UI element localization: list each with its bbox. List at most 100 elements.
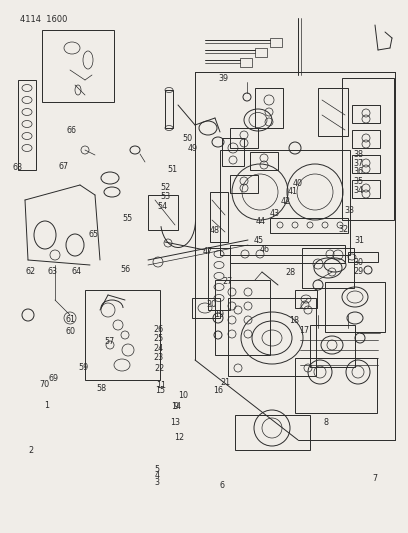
Bar	[295, 290, 317, 308]
Text: 46: 46	[259, 245, 269, 254]
Text: 3: 3	[155, 478, 160, 487]
Bar	[342, 78, 394, 220]
Text: 4114  1600: 4114 1600	[20, 15, 67, 24]
Text: 8: 8	[324, 418, 329, 426]
Bar	[352, 105, 380, 123]
Text: 1: 1	[44, 401, 49, 409]
Text: 47: 47	[202, 247, 212, 256]
Text: 35: 35	[353, 177, 363, 185]
Bar	[165, 90, 173, 128]
Text: 50: 50	[183, 134, 193, 143]
Text: 65: 65	[89, 230, 99, 239]
Text: 48: 48	[209, 226, 219, 235]
Text: 20: 20	[206, 301, 216, 309]
Text: 45: 45	[254, 237, 264, 245]
Text: 52: 52	[160, 183, 171, 192]
Bar	[230, 245, 345, 263]
Bar	[302, 248, 354, 288]
Text: 36: 36	[353, 167, 363, 176]
Text: 62: 62	[26, 268, 35, 276]
Bar	[318, 88, 348, 136]
Text: 57: 57	[104, 337, 115, 345]
Text: 61: 61	[65, 316, 75, 324]
Text: 25: 25	[153, 335, 164, 343]
Text: 31: 31	[354, 237, 364, 245]
Text: 4: 4	[155, 472, 160, 480]
Text: 64: 64	[72, 268, 82, 276]
Text: 33: 33	[344, 206, 354, 215]
Text: 29: 29	[353, 268, 364, 276]
Text: 24: 24	[153, 344, 163, 352]
Text: 7: 7	[373, 474, 378, 483]
Bar	[210, 192, 228, 242]
Text: 6: 6	[220, 481, 225, 489]
Bar	[250, 152, 278, 170]
Bar	[325, 282, 385, 332]
Bar	[230, 175, 258, 193]
Text: 5: 5	[155, 465, 160, 474]
Text: 70: 70	[39, 381, 49, 389]
Text: 30: 30	[353, 259, 363, 267]
Text: 66: 66	[67, 126, 76, 135]
Text: 22: 22	[154, 365, 164, 373]
Text: 63: 63	[47, 268, 57, 276]
Bar	[208, 248, 230, 310]
Text: 67: 67	[58, 162, 68, 171]
Text: 68: 68	[12, 164, 22, 172]
Bar	[352, 155, 380, 173]
Text: 37: 37	[353, 159, 363, 167]
Bar	[85, 290, 160, 380]
Text: 69: 69	[49, 374, 59, 383]
Text: 18: 18	[289, 317, 299, 325]
Bar	[42, 30, 114, 102]
Bar	[235, 415, 310, 450]
Text: 19: 19	[215, 310, 224, 319]
Text: 44: 44	[256, 217, 266, 225]
Text: 13: 13	[171, 418, 180, 426]
Bar	[240, 58, 252, 67]
Text: 17: 17	[299, 326, 309, 335]
Bar	[352, 180, 380, 198]
Text: 14: 14	[171, 402, 181, 411]
Text: 27: 27	[222, 277, 233, 286]
Text: 49: 49	[188, 144, 197, 152]
Text: 38: 38	[353, 150, 363, 159]
Text: 11: 11	[156, 381, 166, 390]
Text: 40: 40	[293, 180, 303, 188]
Bar	[228, 298, 316, 376]
Text: 28: 28	[286, 269, 295, 277]
Text: 15: 15	[155, 386, 165, 394]
Text: 26: 26	[153, 325, 163, 334]
Text: 34: 34	[353, 187, 363, 195]
Text: 16: 16	[213, 386, 223, 394]
Bar	[192, 298, 220, 318]
Text: 9: 9	[174, 402, 179, 410]
Bar	[230, 128, 258, 148]
Text: 21: 21	[220, 378, 230, 387]
Bar	[295, 358, 377, 413]
Bar	[270, 38, 282, 47]
Text: 56: 56	[121, 265, 131, 273]
Text: 51: 51	[167, 165, 177, 174]
Text: 54: 54	[157, 203, 167, 211]
Text: 55: 55	[122, 214, 133, 223]
Text: 23: 23	[153, 353, 163, 361]
Bar	[352, 130, 380, 148]
Bar	[148, 195, 178, 230]
Bar	[348, 252, 378, 262]
Text: 12: 12	[175, 433, 184, 441]
Bar	[18, 80, 36, 170]
Text: 43: 43	[269, 209, 279, 217]
Text: 42: 42	[281, 197, 290, 206]
Bar	[255, 88, 283, 128]
Bar	[310, 325, 355, 367]
Bar	[215, 280, 270, 355]
Bar	[220, 150, 350, 255]
Text: 60: 60	[65, 327, 75, 336]
Text: 53: 53	[160, 192, 170, 200]
Bar	[255, 48, 267, 57]
Bar	[270, 218, 348, 233]
Text: 10: 10	[179, 391, 188, 400]
Text: 32: 32	[339, 225, 348, 233]
Text: 2: 2	[28, 446, 33, 455]
